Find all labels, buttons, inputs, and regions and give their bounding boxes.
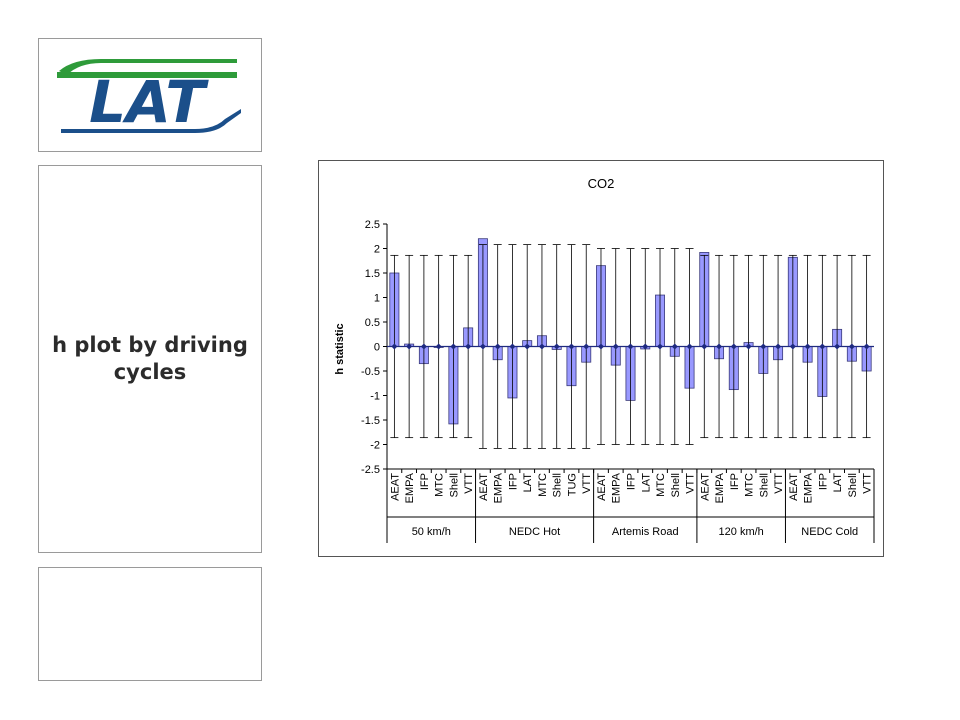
category-label: IFP [626,473,638,490]
y-tick-label: -0.5 [361,366,380,378]
category-label: LAT [640,473,652,493]
y-tick-label: -1 [370,391,380,403]
y-tick-label: 1.5 [365,268,380,280]
category-label: EMPA [714,472,726,503]
category-label: AEAT [596,473,608,501]
category-label: VTT [463,473,475,494]
category-label: TUG [566,473,578,496]
category-label: IFP [507,473,519,490]
category-label: Shell [448,473,460,497]
category-label: Shell [758,473,770,497]
category-label: AEAT [389,473,401,501]
category-label: VTT [862,473,874,494]
category-label: EMPA [404,472,416,503]
chart-container: CO2 h statistic 2.5 2 1.5 1 0.5 0 -0.5 -1 -1.5 -2… [318,160,884,557]
lat-logo: LAT [57,59,241,136]
category-label: MTC [434,473,446,497]
category-label: MTC [744,473,756,497]
category-label: VTT [773,473,785,494]
category-label: Shell [847,473,859,497]
category-label: MTC [655,473,667,497]
category-label: IFP [419,473,431,490]
category-label: AEAT [699,473,711,501]
y-tick-label: 2 [374,244,380,256]
category-label: VTT [685,473,697,494]
category-label: IFP [817,473,829,490]
category-label: EMPA [803,472,815,503]
category-label: Shell [552,473,564,497]
category-label: Shell [670,473,682,497]
logo-panel: LAT [38,38,262,152]
y-tick-label: 0 [374,342,380,354]
chart-title: CO2 [588,176,615,191]
group-label: Artemis Road [612,526,679,538]
category-label: EMPA [493,472,505,503]
category-label: EMPA [611,472,623,503]
co2-h-plot: CO2 h statistic 2.5 2 1.5 1 0.5 0 -0.5 -1 -1.5 -2… [334,176,875,543]
category-label: MTC [537,473,549,497]
empty-panel [38,567,262,681]
slide-title: h plot by driving cycles [52,333,248,384]
y-tick-label: 1 [374,293,380,305]
group-label: 120 km/h [719,526,764,538]
category-label: LAT [522,473,534,493]
category-label: AEAT [788,473,800,501]
y-tick-label: 0.5 [365,317,380,329]
y-tick-label: -2.5 [361,464,380,476]
title-panel: h plot by driving cycles [38,165,262,553]
category-label: VTT [581,473,593,494]
group-label: NEDC Hot [509,526,560,538]
category-label: IFP [729,473,741,490]
y-tick-label: -1.5 [361,415,380,427]
group-label: NEDC Cold [801,526,858,538]
logo-wordmark: LAT [89,68,209,136]
category-label: LAT [832,473,844,493]
y-axis-label: h statistic [334,323,346,374]
group-label: 50 km/h [412,526,451,538]
y-tick-label: 2.5 [365,219,380,231]
category-label: AEAT [478,473,490,501]
y-tick-label: -2 [370,440,380,452]
